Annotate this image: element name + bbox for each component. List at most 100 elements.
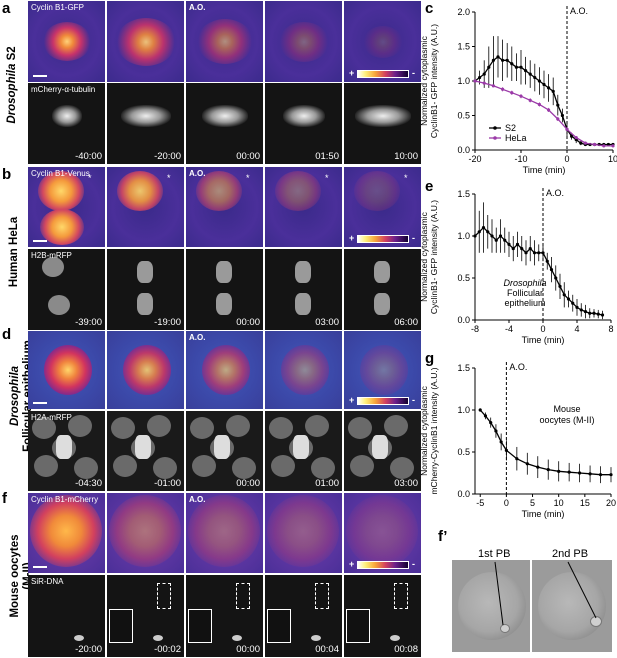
panel-letter-d: d xyxy=(2,326,12,343)
panel-letter-g: g xyxy=(425,350,435,367)
y-tick-label: 1.5 xyxy=(457,42,470,52)
y-tick-label: 1.5 xyxy=(457,189,470,199)
panel-letter-a: a xyxy=(2,0,11,17)
f-dashed-box xyxy=(394,583,408,609)
data-point xyxy=(514,65,518,69)
d-cell-signal xyxy=(360,345,408,395)
x-tick-label: 0 xyxy=(564,154,569,164)
f-oocyte-signal xyxy=(188,495,260,567)
b-cell-1 xyxy=(38,171,84,211)
d-timestamp-3: 00:00 xyxy=(236,478,260,489)
a-gray-tile-3: 00:00 xyxy=(186,83,263,164)
data-point xyxy=(515,457,519,461)
data-point xyxy=(478,408,482,412)
data-point xyxy=(583,141,587,145)
label-1st-pb: 1st PB xyxy=(478,548,511,560)
f-gray-tile-5: 00:08 xyxy=(344,575,421,657)
a-spindle xyxy=(120,105,171,127)
y-axis-label-1: Normalized cytoplasmic xyxy=(419,211,429,301)
data-point xyxy=(536,465,540,469)
data-point xyxy=(537,79,541,83)
data-point xyxy=(483,414,488,418)
data-point xyxy=(562,293,566,297)
data-point xyxy=(547,108,551,112)
data-point xyxy=(579,141,583,145)
data-point xyxy=(532,251,537,255)
b-chromosome-2 xyxy=(295,293,311,315)
data-point xyxy=(611,144,615,148)
d-nucleus xyxy=(111,417,135,439)
d-gray-tile-4: 01:00 xyxy=(265,411,342,491)
a-spindle xyxy=(51,105,82,127)
d-nucleus xyxy=(305,415,329,437)
b-fire-tile-2: * xyxy=(107,167,184,247)
data-point xyxy=(491,84,495,88)
x-tick-label: 15 xyxy=(580,498,590,508)
f-oocyte-signal xyxy=(346,495,418,567)
data-point xyxy=(505,58,509,62)
d-colorbar xyxy=(357,397,409,405)
x-tick-label: 0 xyxy=(504,498,509,508)
data-point xyxy=(478,75,482,80)
b-chromosome-2 xyxy=(137,293,153,315)
f-bottom-channel-label: SiR-DNA xyxy=(31,577,64,586)
series-line xyxy=(474,80,613,147)
ao-annotation: A.O. xyxy=(509,362,527,372)
data-point xyxy=(602,144,606,148)
y-axis-label-1: Normalized cytoplasmic xyxy=(419,385,429,475)
d-nucleus xyxy=(147,415,171,437)
data-point xyxy=(490,234,494,238)
a-fire-tile-5: + - xyxy=(344,1,421,82)
b-ao-label: A.O. xyxy=(189,169,206,178)
data-point xyxy=(524,251,528,255)
x-tick-label: -20 xyxy=(468,154,481,164)
d-nucleus xyxy=(271,455,295,477)
b-nucleus-2 xyxy=(48,295,70,315)
data-point xyxy=(598,473,603,477)
a-timestamp-3: 00:00 xyxy=(236,151,260,162)
b-fire-tile-1: * Cyclin B1-Venus xyxy=(28,167,105,247)
b-timestamp-2: -19:00 xyxy=(154,317,181,328)
f-dashed-box xyxy=(157,583,171,609)
y-tick-label: 1.0 xyxy=(457,405,470,415)
inner-label-3: epithelium xyxy=(504,298,545,308)
b-fire-tile-3: * A.O. xyxy=(186,167,263,247)
data-point xyxy=(583,310,588,314)
b-gray-tile-3: 00:00 xyxy=(186,249,263,330)
data-point xyxy=(473,234,477,238)
b-chromosome-1 xyxy=(137,261,153,283)
data-point xyxy=(510,91,514,95)
panel-letter-b: b xyxy=(2,166,12,183)
d-cell-signal xyxy=(44,345,92,395)
f-dna-spot xyxy=(311,635,321,641)
data-point xyxy=(578,471,582,475)
data-point xyxy=(501,87,505,91)
inner-label-1: Drosophila xyxy=(503,278,546,288)
f-scale-bar xyxy=(33,566,47,568)
f-fire-tile-1: Cyclin B1-mCherry xyxy=(28,493,105,573)
b-timestamp-5: 06:00 xyxy=(394,317,418,328)
b-bottom-channel-label: H2B-mRFP xyxy=(31,251,72,260)
d-cell-signal xyxy=(123,345,171,395)
f-top-channel-label: Cyclin B1-mCherry xyxy=(31,495,99,504)
d-fire-tile-4 xyxy=(265,331,342,409)
a-timestamp-4: 01:50 xyxy=(315,151,339,162)
a-ao-label: A.O. xyxy=(189,3,206,12)
data-point xyxy=(579,308,583,312)
series-2 xyxy=(473,79,615,148)
a-fire-tile-3: A.O. xyxy=(186,1,263,82)
d-nucleus xyxy=(269,417,293,439)
f-fire-tile-5: + - xyxy=(344,493,421,573)
b-cell-1 xyxy=(275,171,321,211)
a-timestamp-1: -40:00 xyxy=(75,151,102,162)
f-colorbar-minus: - xyxy=(412,559,415,569)
a-spindle xyxy=(354,105,411,127)
b-chromosome-2 xyxy=(374,293,390,315)
data-point xyxy=(515,242,520,246)
a-gray-tile-2: -20:00 xyxy=(107,83,184,164)
series-line xyxy=(474,55,613,146)
data-point xyxy=(537,251,541,255)
data-point xyxy=(501,58,505,62)
y-tick-label: 0.0 xyxy=(457,489,470,499)
panel-letter-e: e xyxy=(425,178,434,195)
